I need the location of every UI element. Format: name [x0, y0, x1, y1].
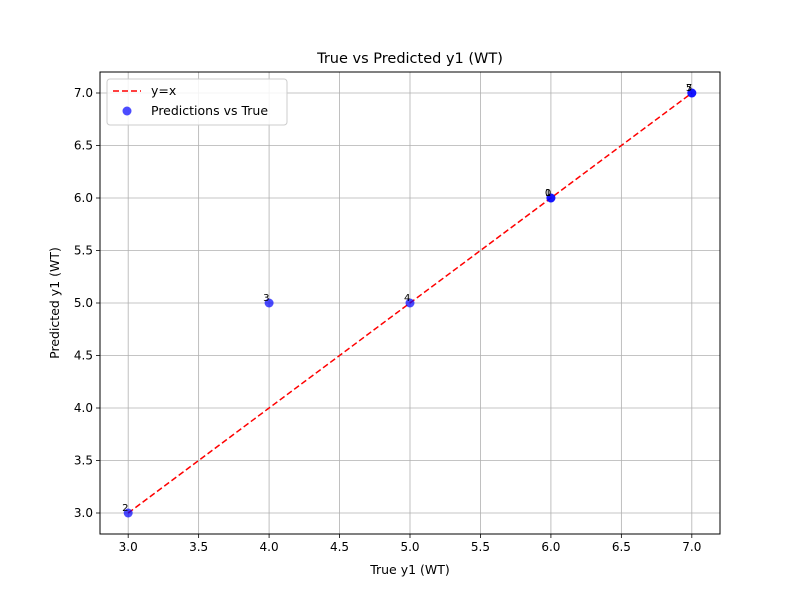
legend-label: Predictions vs True — [151, 103, 268, 118]
data-point — [405, 298, 415, 308]
data-point — [123, 508, 133, 518]
legend-box — [106, 78, 288, 126]
point-labels: 01 2 3 4 57 — [122, 83, 692, 514]
x-tick-label: 4.5 — [330, 540, 349, 554]
y-tick-label: 4.0 — [74, 401, 93, 415]
x-tick-label: 6.0 — [541, 540, 560, 554]
data-point-label: 2 — [122, 503, 128, 514]
x-tick-label: 6.5 — [612, 540, 631, 554]
data-point-label: 4 — [404, 293, 410, 304]
legend-marker-swatch — [122, 106, 132, 116]
y-tick-label: 6.0 — [74, 191, 93, 205]
x-tick-label: 3.5 — [189, 540, 208, 554]
data-point-label: 0 — [545, 188, 551, 199]
x-tick-label: 5.5 — [471, 540, 490, 554]
chart-title: True vs Predicted y1 (WT) — [316, 51, 503, 67]
x-tick-label: 4.0 — [260, 540, 279, 554]
x-axis: 3.0 3.5 4.0 4.5 5.0 5.5 6.0 6.5 7.0 — [119, 534, 701, 554]
data-point-label: 1 — [545, 188, 551, 199]
x-tick-label: 7.0 — [682, 540, 701, 554]
y-tick-label: 3.0 — [74, 506, 93, 520]
x-tick-label: 3.0 — [119, 540, 138, 554]
data-point-label: 7 — [686, 83, 692, 94]
x-tick-label: 5.0 — [400, 540, 419, 554]
y-tick-label: 5.5 — [74, 244, 93, 258]
data-point-label: 5 — [686, 83, 692, 94]
y-axis-label: Predicted y1 (WT) — [47, 247, 62, 359]
y-tick-label: 5.0 — [74, 296, 93, 310]
legend-label: y=x — [151, 83, 176, 98]
data-point-label: 3 — [263, 293, 269, 304]
legend: y=x Predictions vs True — [106, 78, 288, 126]
data-point — [264, 298, 274, 308]
y-tick-label: 4.5 — [74, 349, 93, 363]
y-axis: 3.0 3.5 4.0 4.5 5.0 5.5 6.0 6.5 7.0 — [74, 86, 100, 520]
scatter-series — [123, 88, 697, 518]
x-axis-label: True y1 (WT) — [369, 562, 450, 577]
data-point — [687, 88, 697, 98]
y-tick-label: 3.5 — [74, 454, 93, 468]
data-point — [546, 193, 556, 203]
y-tick-label: 7.0 — [74, 86, 93, 100]
y-tick-label: 6.5 — [74, 139, 93, 153]
